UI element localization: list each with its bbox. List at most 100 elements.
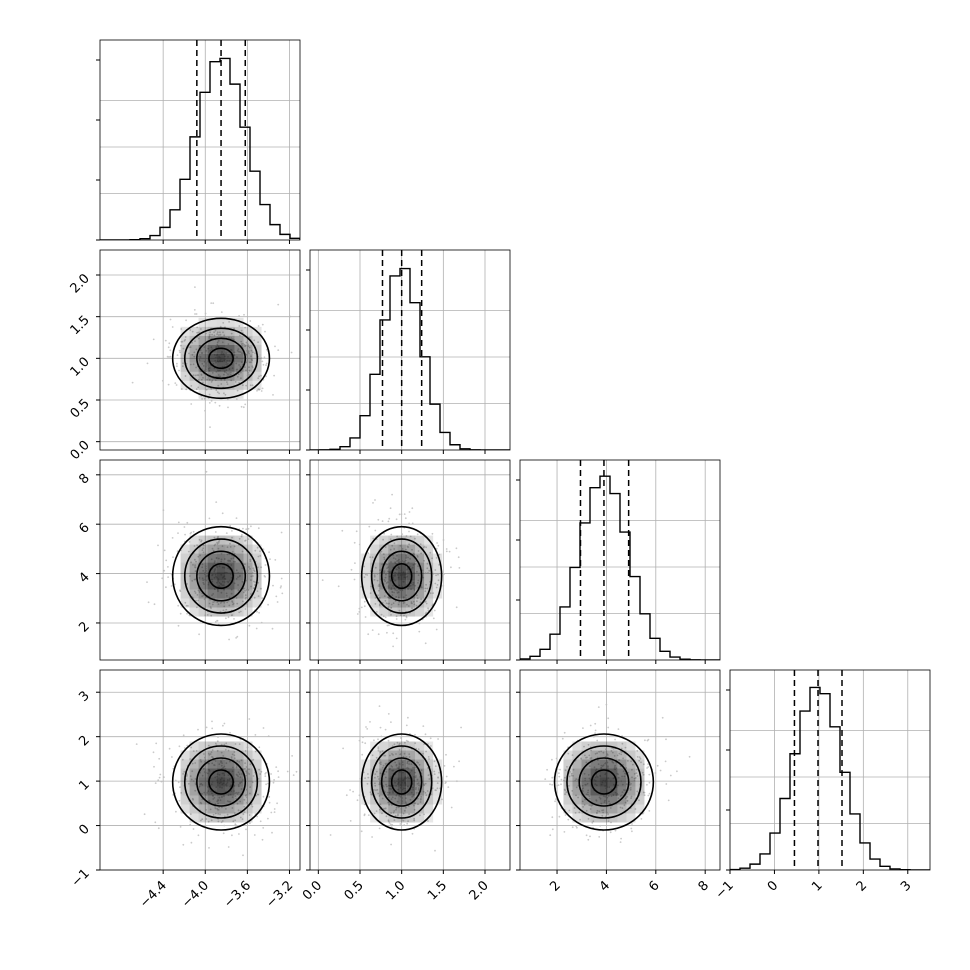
scatter-point [276, 802, 278, 805]
scatter-point [243, 767, 246, 770]
scatter-point [403, 601, 405, 604]
scatter-point [184, 533, 187, 536]
density-cell [243, 562, 253, 572]
scatter-point [642, 773, 645, 776]
scatter-point [367, 776, 370, 779]
scatter-point [574, 812, 577, 814]
density-cell [572, 759, 582, 769]
density-cell [198, 344, 208, 354]
scatter-point [207, 820, 210, 823]
density-cell [234, 759, 244, 769]
density-cell [388, 598, 398, 608]
scatter-point [627, 771, 630, 774]
density-cell [424, 786, 434, 796]
density-cell [207, 741, 217, 751]
density-cell [433, 768, 443, 778]
scatter-point [157, 544, 159, 547]
histogram-1 [310, 267, 510, 450]
scatter-point [416, 778, 419, 781]
scatter-point [154, 821, 157, 824]
density-cell [415, 535, 425, 545]
scatter-point [179, 826, 182, 828]
density-cell [225, 553, 235, 563]
scatter-point [202, 376, 204, 379]
scatter-point [614, 829, 617, 832]
scatter-point [399, 544, 402, 547]
scatter-point [222, 331, 224, 334]
scatter-point [223, 743, 226, 746]
density-cell [180, 759, 190, 769]
scatter-point [399, 823, 402, 825]
scatter-point [221, 806, 223, 809]
density-cell [207, 317, 217, 327]
scatter-point [621, 742, 624, 745]
scatter-point [620, 747, 623, 750]
scatter-point [238, 537, 241, 540]
scatter-point [393, 743, 396, 746]
scatter-point [147, 601, 150, 604]
density-cell [388, 759, 398, 769]
scatter-point [226, 381, 228, 383]
scatter-point [383, 595, 386, 597]
scatter-point [228, 604, 231, 607]
tick-label-y: −1 [69, 866, 93, 890]
scatter-point [585, 761, 588, 764]
density-cell [234, 813, 244, 823]
scatter-point [352, 790, 354, 793]
scatter-point [640, 818, 643, 820]
scatter-point [434, 849, 436, 852]
scatter-point [277, 303, 280, 306]
scatter-point [253, 584, 256, 586]
density-cell [397, 562, 407, 572]
scatter-point [388, 822, 391, 824]
scatter-point [425, 583, 427, 586]
density-cell [397, 768, 407, 778]
scatter-point [257, 555, 260, 558]
scatter-point [241, 818, 244, 820]
scatter-point [644, 739, 646, 742]
scatter-point [248, 366, 250, 368]
scatter-point [664, 760, 667, 763]
scatter-point [424, 733, 427, 736]
scatter-point [405, 739, 408, 742]
density-cell [388, 741, 398, 751]
scatter-point [153, 765, 155, 768]
scatter-point [579, 818, 581, 821]
scatter-point [445, 550, 448, 553]
scatter-point [192, 530, 195, 533]
scatter-point [220, 383, 223, 385]
scatter-point [212, 601, 215, 603]
scatter-point [551, 758, 553, 761]
scatter-point [226, 601, 229, 604]
density-cell [243, 777, 253, 787]
scatter-point [233, 751, 236, 753]
scatter-point [366, 728, 369, 730]
scatter-point [231, 753, 234, 756]
scatter-point [426, 587, 429, 590]
density-cell [415, 544, 425, 554]
scatter-point [549, 834, 552, 837]
scatter-point [223, 824, 226, 827]
density-cell [234, 795, 244, 805]
scatter-point [200, 328, 202, 330]
scatter-point [235, 597, 238, 599]
scatter-point [370, 585, 373, 588]
scatter-point [392, 602, 395, 605]
scatter-point [384, 776, 387, 779]
scatter-point [416, 570, 418, 573]
scatter-point [197, 386, 200, 389]
scatter-point [234, 812, 236, 815]
density-cell [572, 777, 582, 787]
scatter-point [167, 383, 170, 386]
scatter-point [585, 756, 587, 759]
scatter-point [183, 747, 186, 749]
scatter-point [208, 337, 211, 339]
scatter-point [374, 529, 377, 532]
scatter-point [211, 756, 214, 759]
scatter-point [259, 555, 262, 557]
scatter-point [412, 795, 414, 798]
density-cell [406, 786, 416, 796]
scatter-point [588, 754, 591, 757]
scatter-point [611, 751, 614, 754]
contour-0 [390, 769, 413, 795]
